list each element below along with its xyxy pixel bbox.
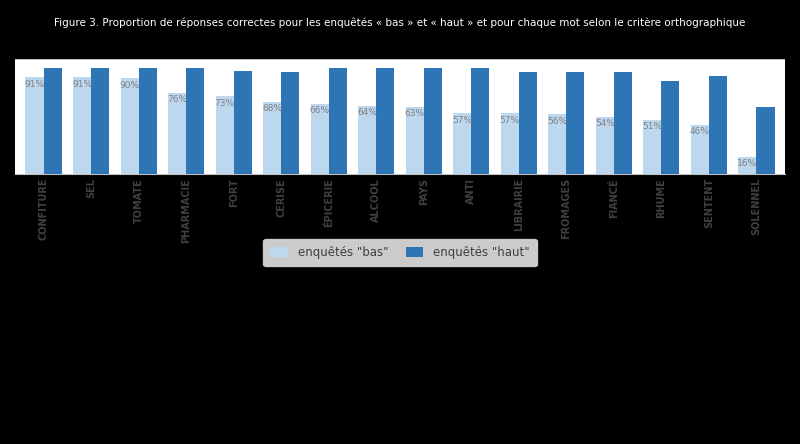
Text: 90%: 90% [119, 80, 140, 90]
Bar [168, 93, 186, 174]
Bar [138, 68, 157, 174]
Bar [501, 113, 519, 174]
Bar [454, 113, 471, 174]
Bar [406, 107, 424, 174]
Bar [43, 68, 62, 174]
Bar [234, 71, 252, 174]
Bar [471, 68, 490, 174]
Bar [614, 72, 632, 174]
Bar [566, 72, 585, 174]
Bar [376, 68, 394, 174]
Bar [121, 79, 138, 174]
Bar [709, 76, 727, 174]
Text: 73%: 73% [214, 99, 234, 107]
Text: Figure 3. Proportion de réponses correctes pour les enquêtés « bas » et « haut »: Figure 3. Proportion de réponses correct… [54, 18, 746, 28]
Legend: enquêtés "bas", enquêtés "haut": enquêtés "bas", enquêtés "haut" [263, 239, 537, 266]
Text: 64%: 64% [358, 108, 378, 117]
Bar [596, 117, 614, 174]
Bar [73, 77, 91, 174]
Bar [691, 125, 709, 174]
Text: 46%: 46% [690, 127, 710, 136]
Text: 51%: 51% [642, 122, 662, 131]
Bar [358, 106, 376, 174]
Bar [757, 107, 774, 174]
Bar [26, 77, 43, 174]
Text: 68%: 68% [262, 104, 282, 113]
Text: 16%: 16% [738, 159, 758, 168]
Bar [263, 102, 281, 174]
Bar [424, 68, 442, 174]
Bar [281, 72, 299, 174]
Bar [548, 115, 566, 174]
Bar [643, 120, 662, 174]
Bar [738, 157, 757, 174]
Text: 91%: 91% [25, 79, 45, 88]
Text: 66%: 66% [310, 106, 330, 115]
Bar [310, 104, 329, 174]
Bar [662, 80, 679, 174]
Text: 56%: 56% [547, 117, 567, 126]
Text: 63%: 63% [405, 109, 425, 118]
Text: 91%: 91% [72, 79, 92, 88]
Bar [215, 96, 234, 174]
Bar [91, 68, 109, 174]
Text: 76%: 76% [167, 95, 187, 104]
Text: 57%: 57% [452, 115, 472, 124]
Text: 57%: 57% [500, 115, 520, 124]
Bar [519, 72, 537, 174]
Text: 54%: 54% [595, 119, 615, 128]
Bar [186, 68, 204, 174]
Bar [329, 68, 346, 174]
